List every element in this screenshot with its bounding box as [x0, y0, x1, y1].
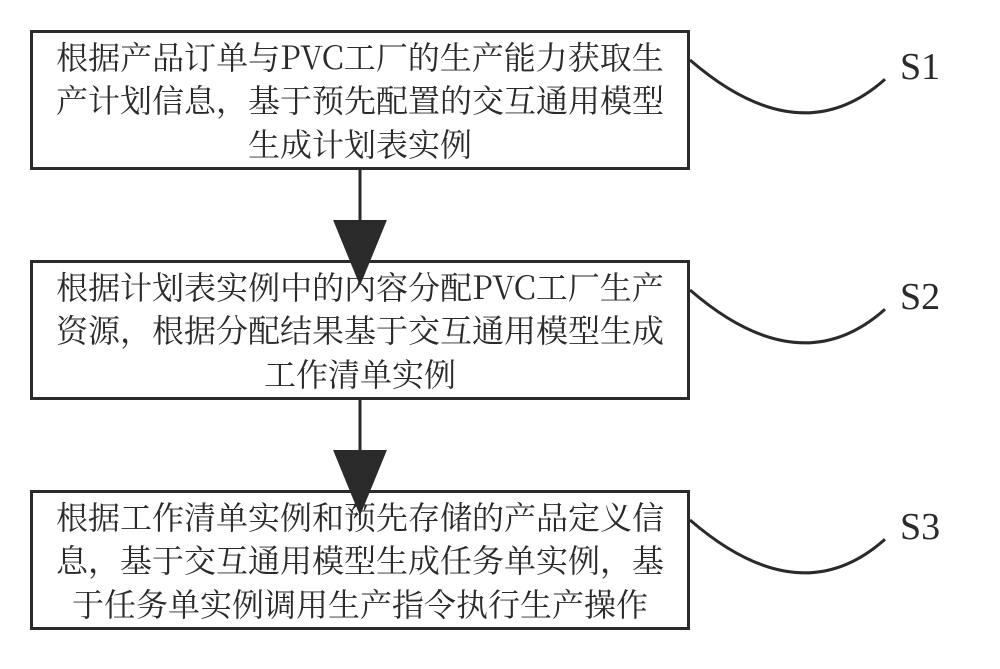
flow-node-s1-text: 根据产品订单与PVC工厂的生产能力获取生 产计划信息，基于预先配置的交互通用模型… [56, 35, 664, 165]
step-label-s3: S3 [900, 505, 940, 549]
flow-node-s2-text: 根据计划表实例中的内容分配PVC工厂生产 资源，根据分配结果基于交互通用模型生成… [56, 265, 664, 395]
flow-node-s2: 根据计划表实例中的内容分配PVC工厂生产 资源，根据分配结果基于交互通用模型生成… [30, 260, 690, 400]
flow-node-s1: 根据产品订单与PVC工厂的生产能力获取生 产计划信息，基于预先配置的交互通用模型… [30, 30, 690, 170]
flow-node-s3-text: 根据工作清单实例和预先存储的产品定义信 息，基于交互通用模型生成任务单实例，基 … [56, 495, 664, 625]
callout-curve-3 [690, 520, 885, 573]
step-label-s2: S2 [900, 275, 940, 319]
flow-node-s3: 根据工作清单实例和预先存储的产品定义信 息，基于交互通用模型生成任务单实例，基 … [30, 490, 690, 630]
callout-curve-2 [690, 290, 885, 343]
step-label-s1: S1 [900, 45, 940, 89]
callout-curve-1 [690, 60, 885, 113]
flowchart-canvas: 根据产品订单与PVC工厂的生产能力获取生 产计划信息，基于预先配置的交互通用模型… [0, 0, 1000, 669]
